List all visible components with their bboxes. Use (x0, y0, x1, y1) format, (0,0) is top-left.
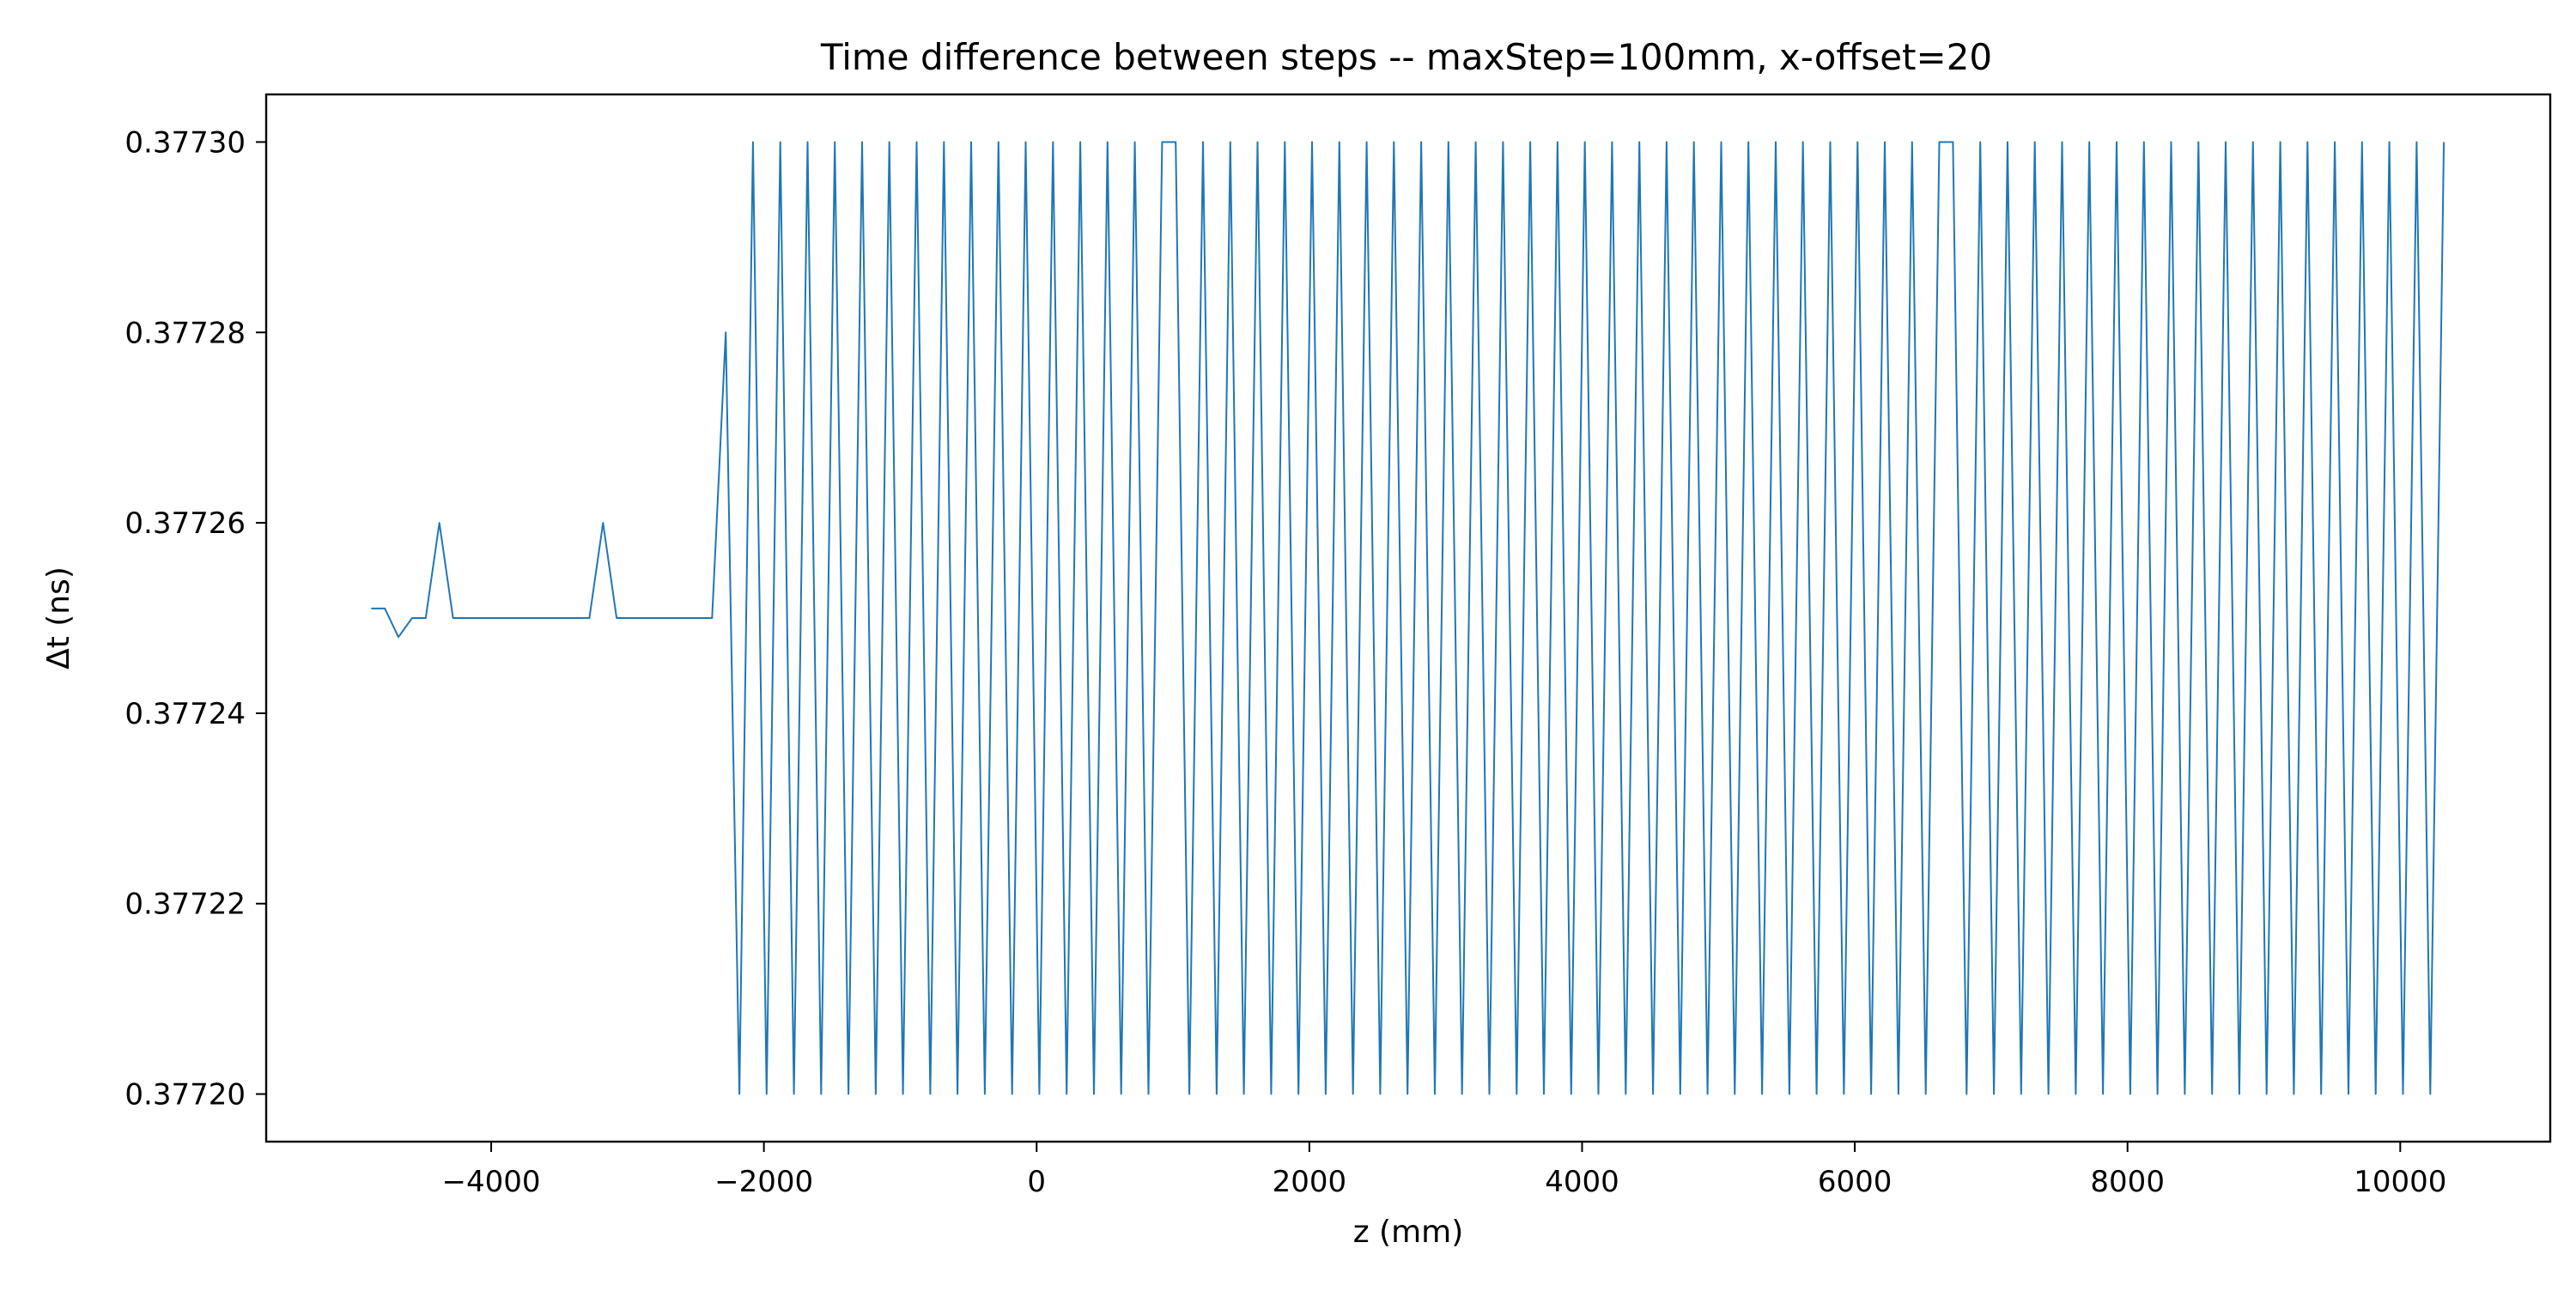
y-tick-label: 0.37728 (125, 316, 246, 350)
y-tick-label: 0.37730 (125, 125, 246, 160)
x-tick-label: 4000 (1545, 1165, 1619, 1199)
series-line (371, 141, 2445, 1095)
y-axis-ticks: 0.37720 0.37722 0.37724 0.37726 0.37728 0.377… (125, 125, 266, 1112)
x-axis-label: z (mm) (1353, 1215, 1464, 1250)
y-tick-label: 0.37724 (125, 697, 246, 731)
axes-frame (264, 93, 2552, 1143)
x-tick-label: 0 (1027, 1165, 1046, 1199)
plot-area (371, 141, 2445, 1095)
x-tick-label: 8000 (2090, 1165, 2165, 1199)
y-axis-label: Δt (ns) (41, 567, 76, 670)
y-tick-label: 0.37726 (125, 506, 246, 541)
y-tick-label: 0.37722 (125, 888, 246, 922)
x-tick-label: −2000 (714, 1165, 813, 1199)
x-axis-ticks: −4000 −2000 0 2000 4000 6000 8000 10000 (442, 1142, 2446, 1199)
chart-title: Time difference between steps -- maxStep… (820, 36, 1992, 78)
x-tick-label: −4000 (442, 1165, 541, 1199)
x-tick-label: 10000 (2354, 1165, 2446, 1199)
y-tick-label: 0.37720 (125, 1078, 246, 1112)
x-tick-label: 2000 (1273, 1165, 1347, 1199)
x-tick-label: 6000 (1818, 1165, 1893, 1199)
